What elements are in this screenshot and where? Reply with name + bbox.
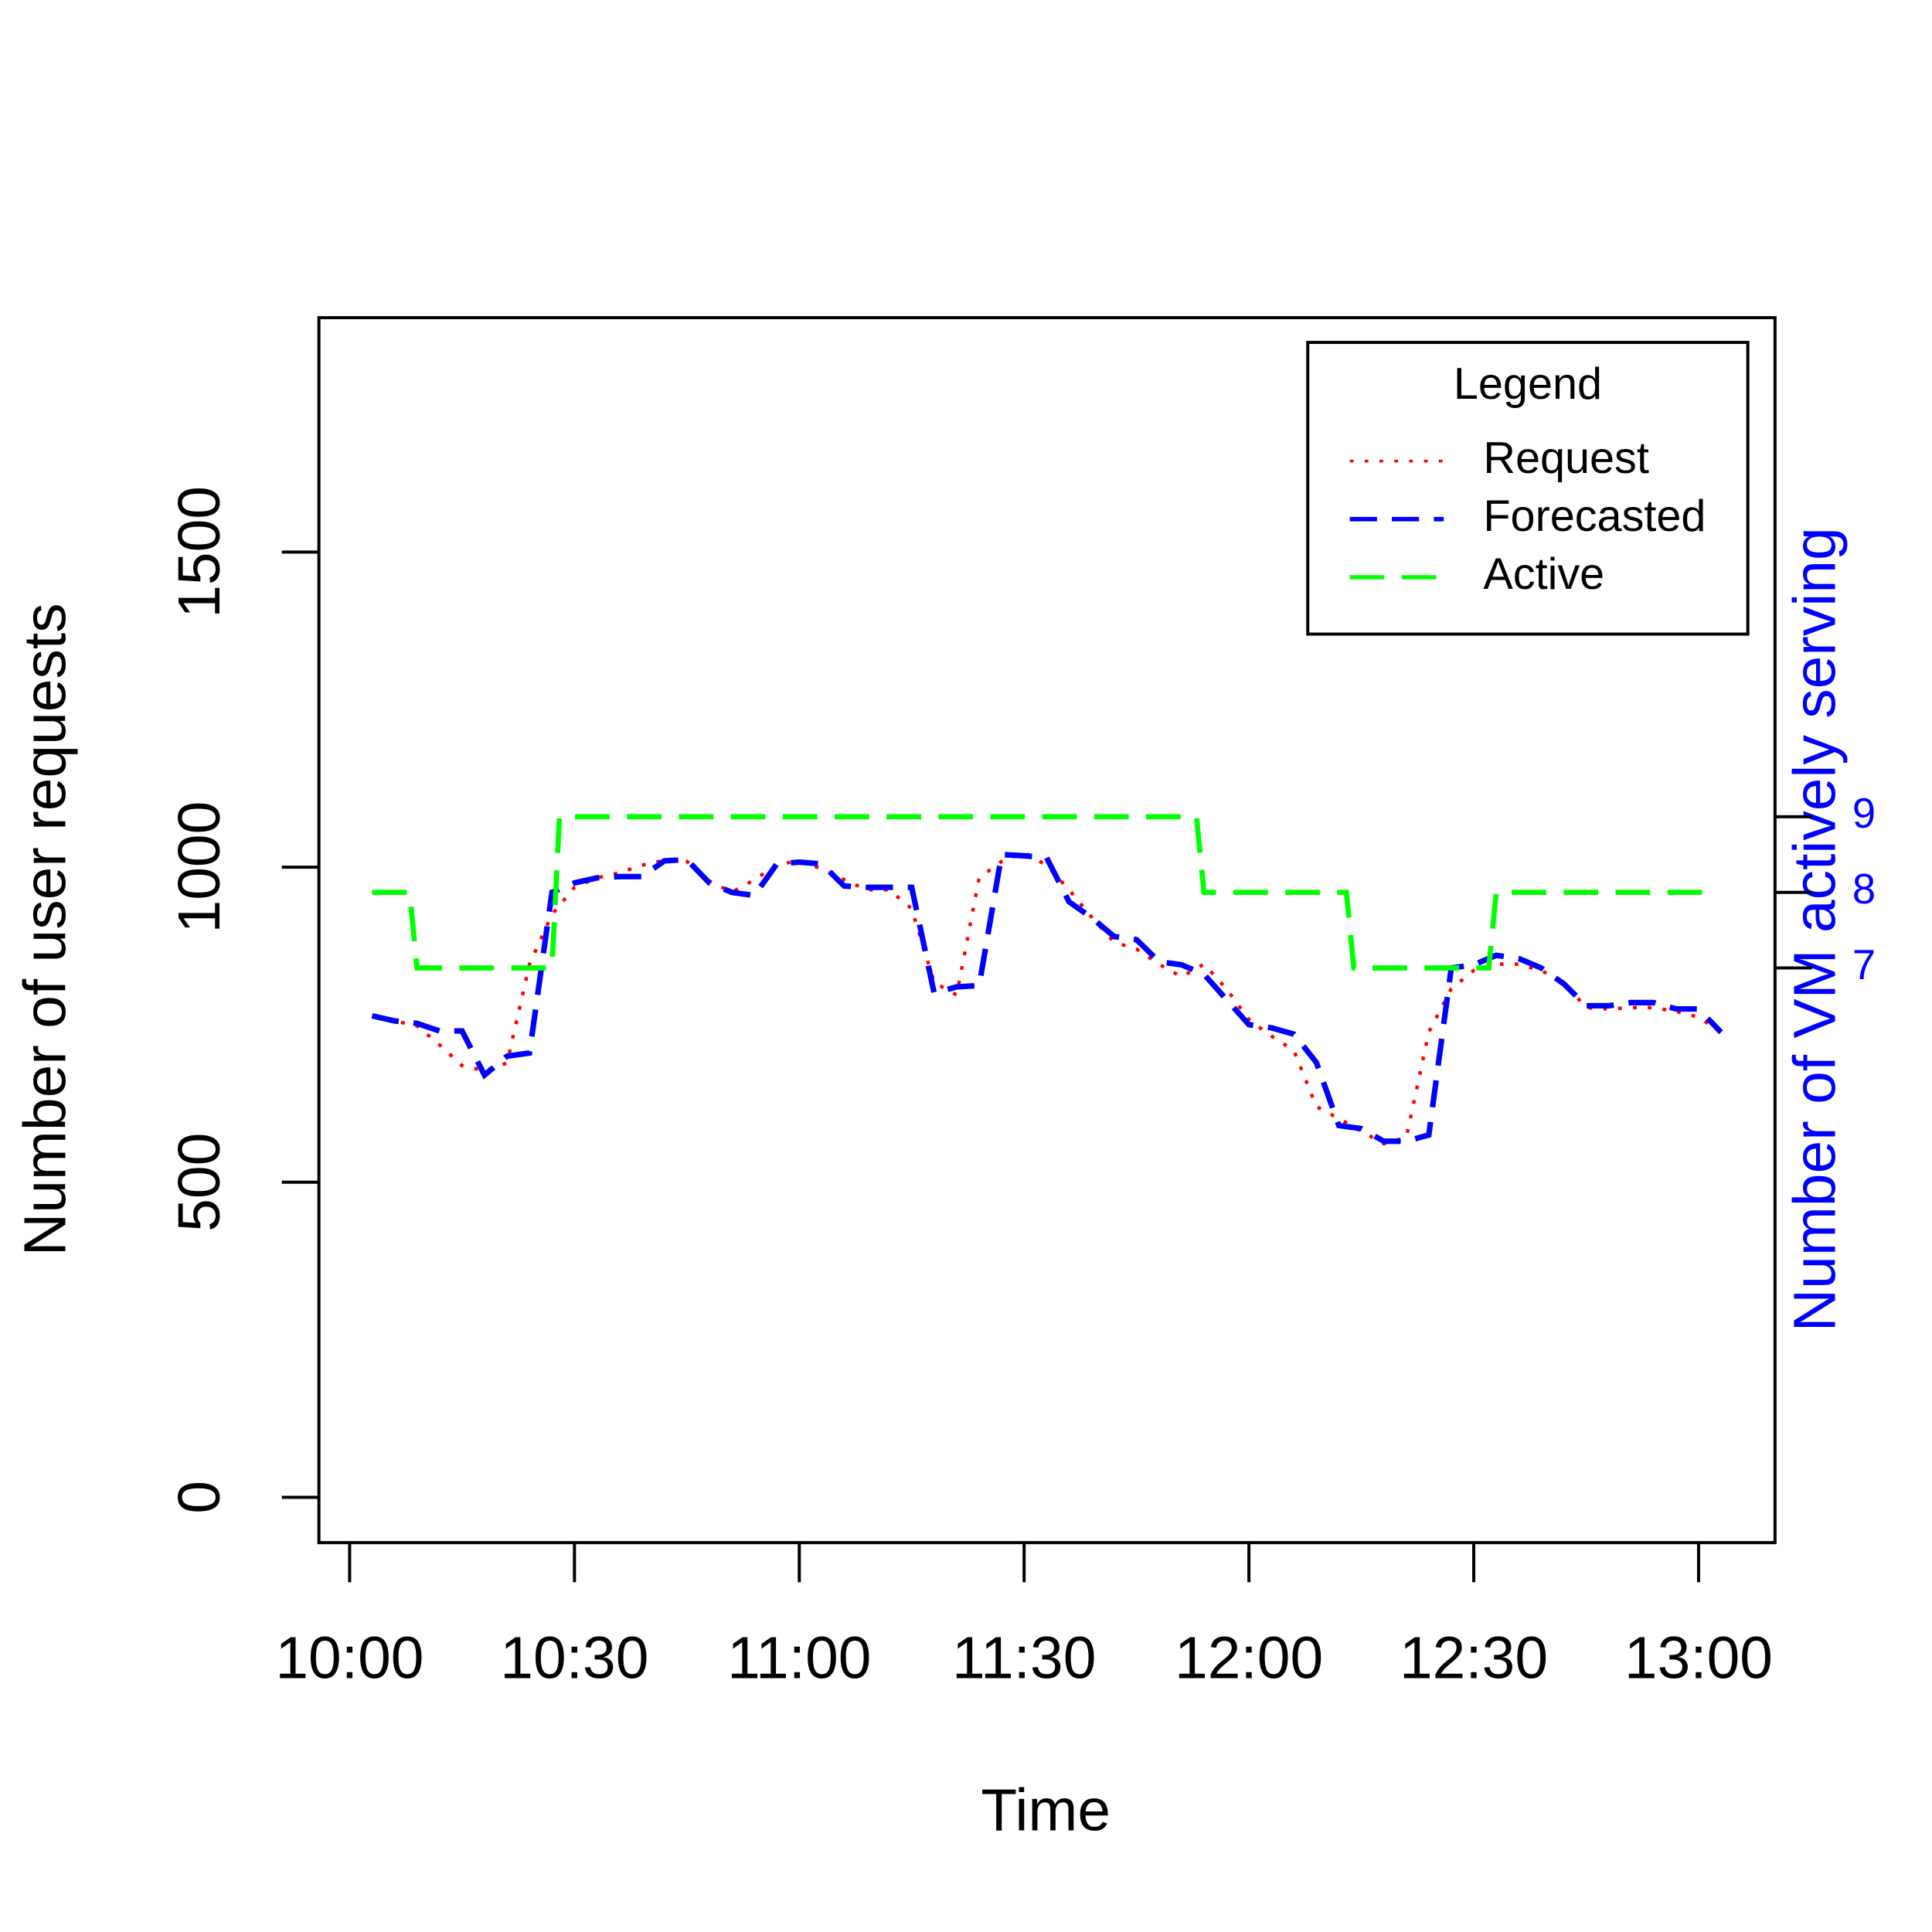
legend-box [1306, 341, 1750, 636]
x-tick-label: 12:30 [1400, 1626, 1548, 1692]
legend-label: Forecasted [1483, 492, 1706, 541]
x-tick-label: 11:30 [952, 1626, 1096, 1692]
x-tick-label: 10:00 [275, 1626, 423, 1692]
x-tick-label: 12:00 [1175, 1626, 1323, 1692]
legend-label: Request [1483, 434, 1648, 483]
y2-tick-label: 8 [1852, 866, 1876, 913]
x-tick-label: 13:00 [1624, 1626, 1773, 1692]
y2-tick-label: 9 [1852, 790, 1876, 837]
legend-title: Legend [1454, 359, 1602, 409]
y2-tick-label: 7 [1852, 941, 1876, 988]
y-tick-label: 500 [167, 1133, 233, 1232]
plot-frame [317, 316, 1777, 1545]
y-tick-label: 1500 [167, 486, 233, 618]
y-axis-label: Number of user requests [12, 603, 78, 1256]
y2-axis-label: Number of VM actively serving [1783, 527, 1849, 1332]
x-axis-label: Time [981, 1777, 1111, 1843]
series-line [371, 851, 1723, 1145]
x-tick-label: 10:30 [500, 1626, 648, 1692]
series-line [372, 814, 1714, 971]
legend-label: Active [1483, 549, 1604, 599]
y-tick-label: 1000 [167, 801, 233, 934]
y-tick-label: 0 [167, 1481, 233, 1514]
x-tick-label: 11:00 [727, 1626, 871, 1692]
